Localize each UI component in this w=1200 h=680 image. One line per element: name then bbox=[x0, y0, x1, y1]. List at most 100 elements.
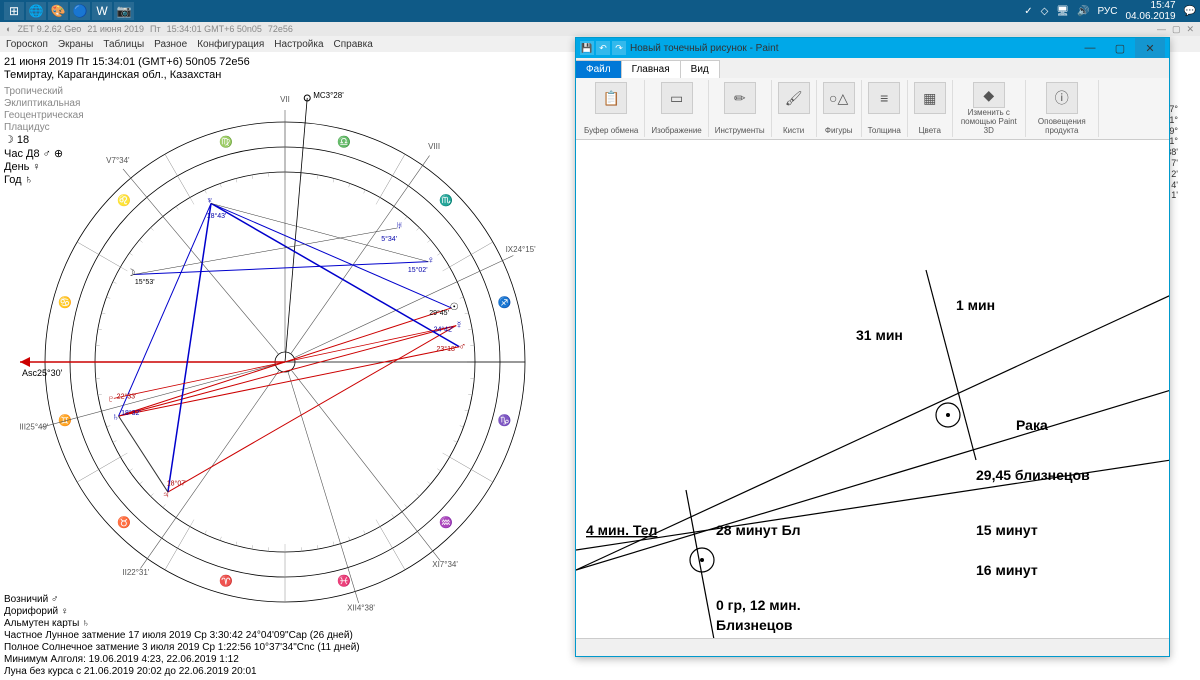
tray-icon[interactable]: 🖥 bbox=[1056, 6, 1069, 17]
svg-text:1 мин: 1 мин bbox=[956, 297, 995, 313]
menu-item[interactable]: Настройка bbox=[274, 39, 323, 50]
svg-text:♆: ♆ bbox=[206, 196, 214, 207]
maximize-button[interactable]: ▢ bbox=[1172, 24, 1181, 35]
svg-text:15 минут: 15 минут bbox=[976, 522, 1038, 538]
paint-maximize-button[interactable]: ▢ bbox=[1105, 38, 1135, 58]
ribbon-icon[interactable]: ✏ bbox=[724, 82, 756, 114]
svg-text:MC3°28': MC3°28' bbox=[313, 91, 344, 100]
ribbon-group[interactable]: ≡ Толщина bbox=[862, 80, 908, 137]
ribbon-icon[interactable]: 📋 bbox=[595, 82, 627, 114]
footer-line: Дорифорий ♀ bbox=[4, 606, 360, 618]
ribbon-icon[interactable]: ○△ bbox=[823, 82, 855, 114]
svg-text:II22°31': II22°31' bbox=[122, 568, 149, 577]
tray-icon[interactable]: ◇ bbox=[1041, 6, 1049, 17]
paint-minimize-button[interactable]: — bbox=[1075, 38, 1105, 58]
taskbar-app-icon[interactable]: 🎨 bbox=[48, 2, 68, 20]
footer-line: Альмутен карты ♄ bbox=[4, 618, 360, 630]
paint-qat-redo-icon[interactable]: ↷ bbox=[612, 41, 626, 55]
svg-text:15°53': 15°53' bbox=[135, 278, 155, 286]
menu-item[interactable]: Гороскоп bbox=[6, 39, 48, 50]
app-icon: ◐ bbox=[6, 24, 11, 34]
svg-text:23°18': 23°18' bbox=[437, 345, 457, 353]
language-indicator[interactable]: РУС bbox=[1097, 6, 1117, 17]
taskbar-app-icon[interactable]: 🔵 bbox=[70, 2, 90, 20]
svg-text:♓: ♓ bbox=[337, 575, 351, 588]
taskbar-right: ✓ ◇ 🖥 🔊 РУС 15:47 04.06.2019 💬 bbox=[1024, 0, 1196, 22]
svg-text:♇: ♇ bbox=[107, 394, 115, 405]
taskbar-app-icon[interactable]: 📷 bbox=[114, 2, 134, 20]
windows-taskbar: ⊞ 🌐 🎨 🔵 W 📷 ✓ ◇ 🖥 🔊 РУС 15:47 04.06.2019… bbox=[0, 0, 1200, 22]
natal-chart[interactable]: ♎♏♐♑♒♓♈♉♊♋♌♍Asc25°30'MC3°28'II22°31'III2… bbox=[20, 82, 580, 642]
svg-text:Asc25°30': Asc25°30' bbox=[22, 368, 63, 378]
ribbon-label: Кисти bbox=[783, 126, 804, 135]
ribbon-group[interactable]: ✏Инструменты bbox=[709, 80, 772, 137]
paint-statusbar bbox=[576, 638, 1169, 656]
svg-text:29,45 близнецов: 29,45 близнецов bbox=[976, 467, 1090, 483]
ribbon-group[interactable]: ◆Изменить с помощью Paint 3D bbox=[953, 80, 1026, 137]
ribbon-icon[interactable]: ▭ bbox=[661, 82, 693, 114]
svg-text:0 гр, 12 мин.: 0 гр, 12 мин. bbox=[716, 597, 801, 613]
ribbon-icon[interactable]: ◆ bbox=[973, 82, 1005, 108]
menu-item[interactable]: Конфигурация bbox=[197, 39, 264, 50]
ribbon-group[interactable]: 🖌 Кисти bbox=[772, 80, 817, 137]
footer-line: Полное Солнечное затмение 3 июля 2019 Ср… bbox=[4, 642, 360, 654]
ribbon-icon[interactable]: ▦ bbox=[914, 82, 946, 114]
svg-text:♈: ♈ bbox=[219, 575, 233, 588]
footer-line: Луна без курса с 21.06.2019 20:02 до 22.… bbox=[4, 666, 360, 678]
taskbar-app-icon[interactable]: 🌐 bbox=[26, 2, 46, 20]
paint-drawing: 1 мин31 минРака29,45 близнецов15 минут16… bbox=[576, 140, 1169, 638]
minimize-button[interactable]: — bbox=[1157, 24, 1166, 34]
svg-text:Рака: Рака bbox=[1016, 417, 1048, 433]
paint-window[interactable]: 💾 ↶ ↷ Новый точечный рисунок - Paint — ▢… bbox=[575, 37, 1170, 657]
tray-icon[interactable]: ✓ bbox=[1024, 6, 1032, 17]
ribbon-group[interactable]: ▦Цвета bbox=[908, 80, 953, 137]
svg-text:31 мин: 31 мин bbox=[856, 327, 903, 343]
svg-text:28 минут Бл: 28 минут Бл bbox=[716, 522, 801, 538]
paint-canvas[interactable]: 1 мин31 минРака29,45 близнецов15 минут16… bbox=[576, 140, 1169, 638]
clock[interactable]: 15:47 04.06.2019 bbox=[1125, 0, 1175, 22]
svg-text:V7°34': V7°34' bbox=[106, 156, 130, 165]
paint-qat-undo-icon[interactable]: ↶ bbox=[596, 41, 610, 55]
tray-icon[interactable]: 🔊 bbox=[1077, 6, 1089, 17]
svg-text:5°34': 5°34' bbox=[381, 235, 397, 243]
ribbon-icon[interactable]: 🖌 bbox=[778, 82, 810, 114]
svg-text:♍: ♍ bbox=[219, 135, 233, 148]
app-title-part: 15:34:01 GMT+6 50n05 bbox=[167, 24, 262, 34]
paint-titlebar[interactable]: 💾 ↶ ↷ Новый точечный рисунок - Paint — ▢… bbox=[576, 38, 1169, 58]
svg-text:♒: ♒ bbox=[439, 516, 453, 529]
paint-tab-file[interactable]: Файл bbox=[576, 60, 622, 78]
taskbar-app-icon[interactable]: W bbox=[92, 2, 112, 20]
natal-chart-container: ♎♏♐♑♒♓♈♉♊♋♌♍Asc25°30'MC3°28'II22°31'III2… bbox=[0, 52, 570, 652]
svg-text:♃: ♃ bbox=[162, 489, 170, 500]
svg-text:♅: ♅ bbox=[396, 221, 404, 232]
menu-item[interactable]: Разное bbox=[154, 39, 187, 50]
paint-tab-view[interactable]: Вид bbox=[681, 60, 720, 78]
notification-icon[interactable]: 💬 bbox=[1184, 6, 1196, 17]
paint-window-title: Новый точечный рисунок - Paint bbox=[630, 43, 1071, 54]
ribbon-group[interactable]: ⓘОповещения продукта bbox=[1026, 80, 1099, 137]
ribbon-group[interactable]: 📋Буфер обмена bbox=[578, 80, 645, 137]
paint-ribbon: 📋Буфер обмена▭Изображение✏Инструменты🖌 Ки… bbox=[576, 78, 1169, 140]
svg-text:18°32': 18°32' bbox=[121, 409, 141, 417]
ribbon-icon[interactable]: ⓘ bbox=[1046, 82, 1078, 114]
paint-qat-save-icon[interactable]: 💾 bbox=[580, 41, 594, 55]
paint-tab-home[interactable]: Главная bbox=[622, 60, 681, 78]
menu-item[interactable]: Таблицы bbox=[103, 39, 144, 50]
ribbon-group[interactable]: ○△Фигуры bbox=[817, 80, 862, 137]
menu-item[interactable]: Экраны bbox=[58, 39, 93, 50]
ribbon-label: Изменить с помощью Paint 3D bbox=[959, 108, 1019, 135]
svg-text:15°02': 15°02' bbox=[408, 266, 428, 274]
ribbon-label: Толщина bbox=[868, 126, 901, 135]
paint-close-button[interactable]: ✕ bbox=[1135, 38, 1165, 58]
app-title-part: 21 июня 2019 bbox=[87, 24, 144, 34]
svg-text:♋: ♋ bbox=[58, 296, 72, 309]
svg-text:♎: ♎ bbox=[337, 135, 351, 148]
ribbon-icon[interactable]: ≡ bbox=[868, 82, 900, 114]
start-button[interactable]: ⊞ bbox=[4, 2, 24, 20]
svg-text:♏: ♏ bbox=[439, 194, 453, 207]
ribbon-group[interactable]: ▭Изображение bbox=[645, 80, 708, 137]
close-button[interactable]: ✕ bbox=[1186, 24, 1194, 35]
svg-text:☽: ☽ bbox=[126, 268, 135, 279]
svg-text:Близнецов: Близнецов bbox=[716, 617, 793, 633]
menu-item[interactable]: Справка bbox=[334, 39, 373, 50]
